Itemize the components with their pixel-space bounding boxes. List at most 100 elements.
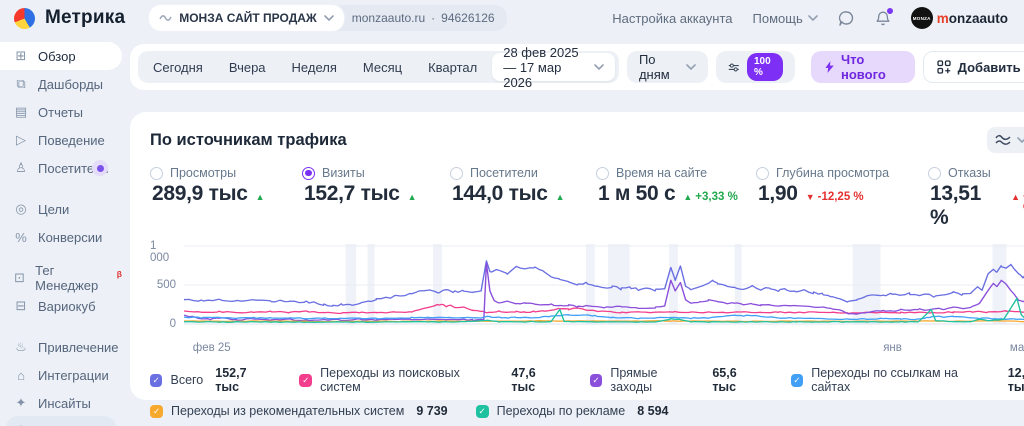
legend-item-direct[interactable]: ✓Прямые заходы65,6 тыс [590,366,763,394]
sampling-button[interactable]: 100 % [716,51,794,83]
chat-button[interactable] [838,10,855,27]
sidebar-item-conversions[interactable]: %Конверсии [0,223,122,251]
x-axis: фев 25янвмар [184,340,1024,356]
chart-type-select[interactable] [987,127,1024,153]
metric-delta: ▲ [408,192,417,202]
metric-delta-value: -12,25 % [818,191,864,203]
metric-depth[interactable]: Глубина просмотра1,90▼-12,25 % [756,166,928,230]
tag-manager-icon: ⊡ [13,270,26,286]
date-toolbar: СегодняВчераНеделяМесяцКвартал28 фев 202… [130,44,1024,90]
traffic-chart[interactable] [184,240,1024,340]
user-menu[interactable]: MONZA monzaauto [911,7,1008,29]
x-tick: фев 25 [193,342,231,354]
legend-label: Переходы по рекламе [497,404,626,418]
metric-radio[interactable] [756,167,769,180]
sidebar-item-integrations[interactable]: ⌂Интеграции [0,361,122,389]
chevron-down-icon [1017,137,1024,143]
username: monzaauto [937,11,1008,26]
sidebar-item-reports[interactable]: ▤Отчеты [0,98,122,126]
metric-radio[interactable] [596,167,609,180]
legend-checkbox-ads[interactable]: ✓ [476,405,489,418]
metric-radio[interactable] [450,167,463,180]
legend-checkbox-links[interactable]: ✓ [791,374,804,387]
legend-checkbox-total[interactable]: ✓ [150,374,162,387]
legend-checkbox-recommendations[interactable]: ✓ [150,405,163,418]
help-menu[interactable]: Помощь [753,11,818,26]
legend-label: Прямые заходы [610,366,700,394]
x-tick: янв [883,342,902,354]
overview-icon: ⊞ [13,48,29,64]
sidebar-item-tag-manager[interactable]: ⊡Тег Менеджерβ [0,264,122,292]
metric-radio[interactable] [150,167,163,180]
insights-icon: ✦ [13,395,29,411]
chevron-down-icon [686,64,696,70]
preset-3[interactable]: Месяц [350,53,415,81]
preset-1[interactable]: Вчера [216,53,279,81]
chevron-down-icon [594,64,604,70]
series-line-links[interactable] [184,315,1024,320]
legend-label: Переходы по ссылкам на сайтах [811,366,996,394]
preset-0[interactable]: Сегодня [140,53,216,81]
add-widget-button[interactable]: Добавить [923,51,1024,83]
series-line-total[interactable] [184,261,1024,306]
line-chart-icon [995,134,1011,146]
metric-delta: ▲+1,4 % [1011,191,1024,215]
legend-checkbox-search[interactable]: ✓ [299,374,312,387]
legend-item-links[interactable]: ✓Переходы по ссылкам на сайтах12,4 тыс [791,366,1024,394]
metric-views[interactable]: Просмотры289,9 тыс▲ [150,166,302,230]
sidebar-item-label: Интеграции [38,368,109,383]
acquisition-icon: ♨ [13,339,29,355]
counter-info[interactable]: monzaauto.ru · 94626126 [336,5,507,31]
whats-new-button[interactable]: Что нового [811,51,915,83]
counter-select-button[interactable]: МОНЗА САЙТ ПРОДАЖ [149,5,344,31]
metric-radio[interactable] [928,167,941,180]
goals-icon: ◎ [13,201,29,217]
sidebar-item-variocube[interactable]: ⊟Вариокуб [0,292,122,320]
metric-visits[interactable]: Визиты152,7 тыс▲ [302,166,450,230]
sidebar-item-dashboards[interactable]: ⧉Дашборды [0,70,122,98]
preset-4[interactable]: Квартал [415,53,490,81]
sidebar-item-settings[interactable]: ⚙Настройки [0,417,122,426]
chart-area: 1 0005000 [150,240,1024,340]
sidebar-item-label: Тег Менеджер [35,263,106,293]
notifications-button[interactable] [875,10,891,27]
chevron-down-icon [324,15,334,21]
date-range-select[interactable]: 28 фев 2025 — 17 мар 2026 [492,53,615,81]
sidebar-item-label: Инсайты [38,396,91,411]
sidebar-item-visitors[interactable]: ♙Посетители [0,154,122,182]
legend-item-total[interactable]: ✓Всего152,7 тыс [150,366,271,394]
metric-value: 144,0 тыс [452,182,548,206]
visitors-icon: ♙ [13,160,29,176]
sidebar-item-label: Привлечение [38,340,119,355]
legend-item-recommendations[interactable]: ✓Переходы из рекомендательных систем9 73… [150,404,448,418]
metric-visitors[interactable]: Посетители144,0 тыс▲ [450,166,596,230]
legend-value: 152,7 тыс [215,366,271,394]
sliders-icon [728,61,740,74]
date-preset-group: СегодняВчераНеделяМесяцКвартал28 фев 202… [138,51,619,83]
account-settings-link[interactable]: Настройка аккаунта [612,11,732,26]
arrow-up-icon: ▲ [1011,192,1020,202]
legend-label: Переходы из рекомендательных систем [171,404,404,418]
metric-bounce[interactable]: Отказы13,51 %▲+1,4 % [928,166,1024,230]
preset-2[interactable]: Неделя [279,53,350,81]
legend-item-ads[interactable]: ✓Переходы по рекламе8 594 [476,404,669,418]
app-title: Метрика [45,7,125,29]
sidebar-item-overview[interactable]: ⊞Обзор [0,42,122,70]
chat-icon [838,10,855,27]
sidebar-item-insights[interactable]: ✦ Инсайты [0,389,122,417]
notification-dot [887,8,893,14]
metric-label: Посетители [470,166,538,180]
metric-radio[interactable] [302,167,315,180]
counter-switcher: МОНЗА САЙТ ПРОДАЖ monzaauto.ru · 9462612… [149,5,506,31]
sidebar-item-goals[interactable]: ◎Цели [0,195,122,223]
counter-favicon-icon [159,14,172,22]
sidebar-item-label: Вариокуб [38,299,96,314]
legend-item-search[interactable]: ✓Переходы из поисковых систем47,6 тыс [299,366,561,394]
series-line-search[interactable] [184,304,1024,313]
metric-time-on-site[interactable]: Время на сайте1 м 50 с▲+3,33 % [596,166,756,230]
sidebar-item-behavior[interactable]: ▷Поведение [0,126,122,154]
legend-checkbox-direct[interactable]: ✓ [590,374,603,387]
sidebar-item-acquisition[interactable]: ♨ Привлечение [0,333,122,361]
granularity-select[interactable]: По дням [627,51,708,83]
sidebar: ⊞Обзор⧉Дашборды▤Отчеты▷Поведение♙Посетит… [0,36,130,426]
